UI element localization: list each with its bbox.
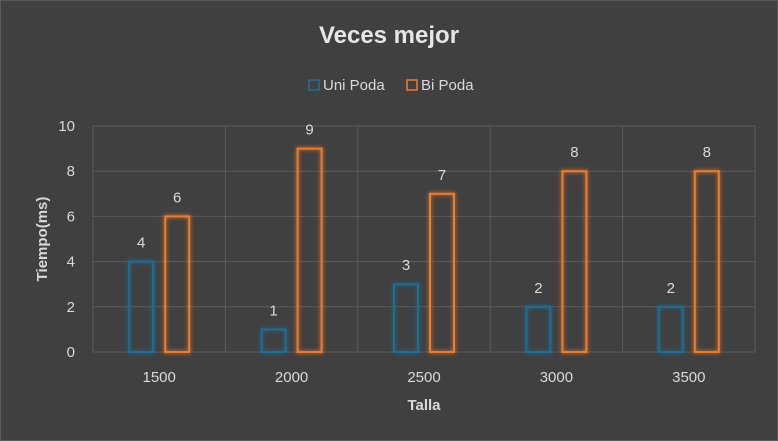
legend-label-uni-poda: Uni Poda (323, 77, 385, 94)
bar (693, 170, 720, 353)
y-tick-label: 2 (67, 299, 75, 316)
y-tick-label: 4 (67, 254, 75, 271)
data-label: 1 (269, 302, 277, 319)
data-label: 8 (703, 144, 711, 161)
x-axis-title: Talla (407, 397, 441, 414)
y-axis-ticks: 0 2 4 6 8 10 (58, 118, 75, 361)
y-tick-label: 8 (67, 163, 75, 180)
y-tick-label: 10 (58, 118, 75, 135)
data-label: 7 (438, 167, 446, 184)
data-label: 4 (137, 235, 145, 252)
bar (393, 283, 419, 354)
data-label: 6 (173, 189, 181, 206)
gridlines (92, 125, 756, 353)
bar (164, 215, 191, 353)
bar (525, 305, 552, 353)
y-tick-label: 0 (67, 344, 75, 361)
x-tick-label: 2500 (407, 369, 440, 386)
x-tick-label: 3000 (540, 369, 573, 386)
bars (128, 147, 720, 354)
bar (561, 170, 588, 353)
legend-label-bi-poda: Bi Poda (421, 77, 474, 94)
data-label: 8 (570, 144, 578, 161)
data-label: 2 (534, 280, 542, 297)
data-labels: 4 1 3 2 2 6 9 7 8 8 (137, 122, 711, 320)
bar (657, 305, 684, 353)
legend: Uni Poda Bi Poda (308, 77, 474, 94)
chart-title: Veces mejor (319, 22, 459, 49)
legend-swatch-bi-poda (406, 79, 418, 91)
bar (128, 260, 155, 354)
data-label: 9 (305, 122, 313, 139)
x-tick-label: 1500 (143, 369, 176, 386)
bar (296, 147, 323, 353)
y-axis-title: Tiempo(ms) (34, 197, 51, 282)
x-tick-label: 3500 (672, 369, 705, 386)
bar (429, 192, 455, 353)
data-label: 3 (402, 257, 410, 274)
x-axis-ticks: 1500 2000 2500 3000 3500 (143, 369, 706, 386)
x-tick-label: 2000 (275, 369, 308, 386)
bar (260, 328, 287, 353)
data-label: 2 (667, 280, 675, 297)
y-tick-label: 6 (67, 208, 75, 225)
legend-swatch-uni-poda (308, 79, 320, 91)
